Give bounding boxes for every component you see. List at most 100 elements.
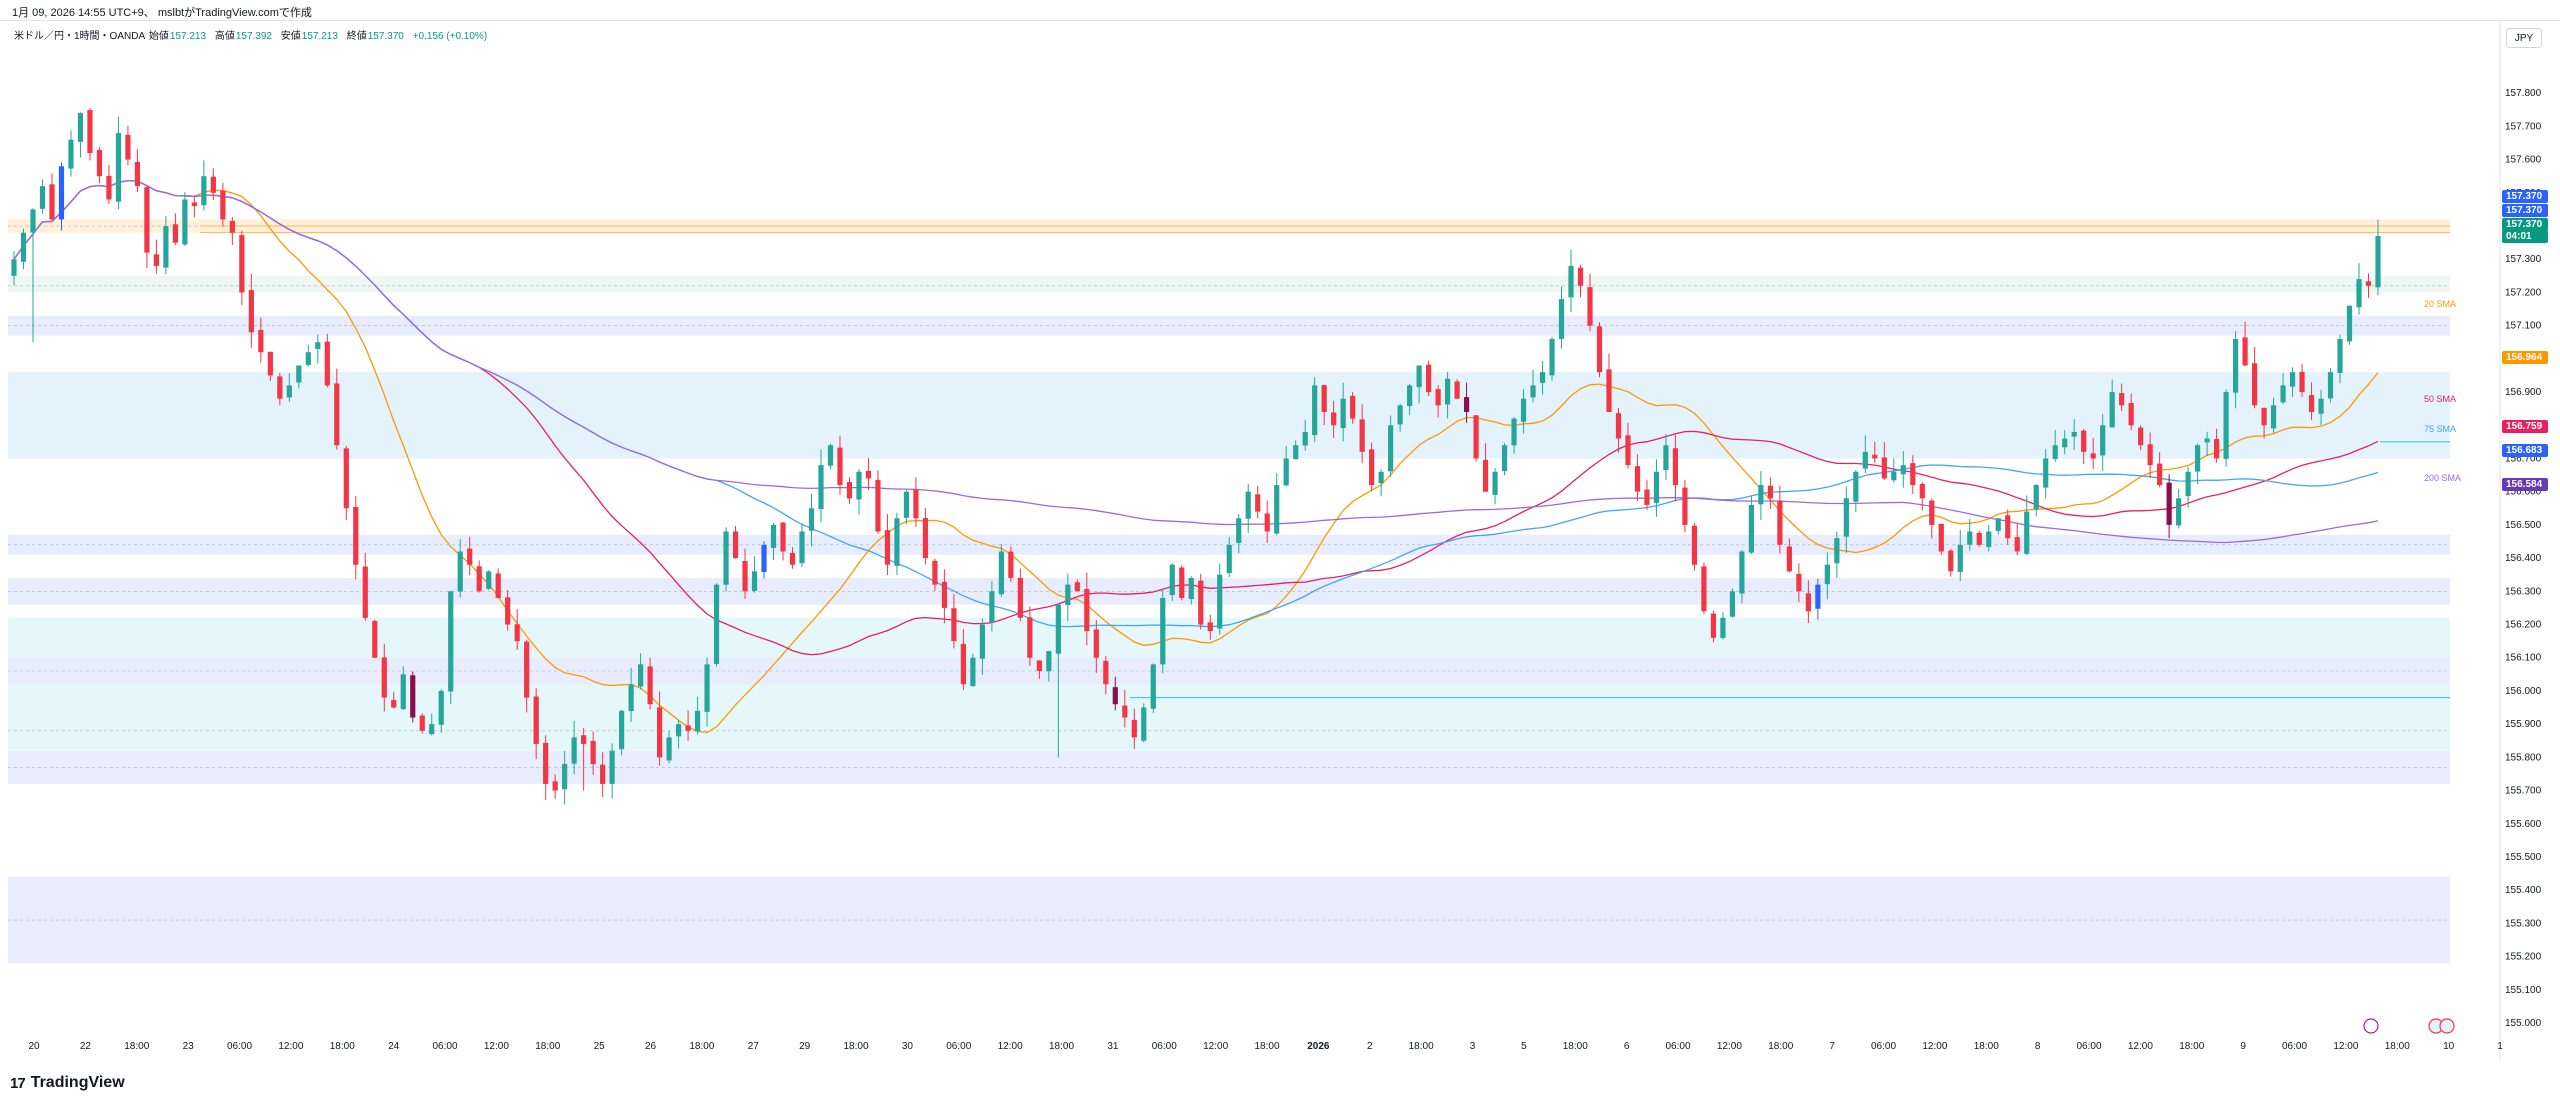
price-tag-text: 156.584 <box>2506 479 2543 490</box>
candle <box>2033 483 2039 517</box>
time-tick-label: 18:00 <box>2179 1041 2204 1052</box>
candle-body <box>191 202 197 207</box>
candle-body <box>1302 431 1308 446</box>
price-tick-label: 155.700 <box>2505 786 2542 797</box>
candle-body <box>1226 544 1232 574</box>
candle-body <box>1416 365 1422 388</box>
zone-band <box>8 275 2450 293</box>
candle <box>1340 382 1346 442</box>
candle <box>2242 321 2248 367</box>
candle <box>751 556 758 593</box>
candle <box>419 713 425 734</box>
candle <box>2356 263 2362 315</box>
candle <box>2327 368 2334 403</box>
price-tag-text: 156.964 <box>2506 352 2543 363</box>
time-tick-label: 30 <box>902 1041 914 1052</box>
price-chart[interactable]: 157.800157.700157.600157.500157.400157.3… <box>0 20 2560 1060</box>
candle-body <box>239 235 245 293</box>
candle <box>1777 485 1783 554</box>
candle-body <box>1634 466 1641 492</box>
tradingview-logo[interactable]: 17 TradingView <box>10 1074 125 1092</box>
candle <box>2299 363 2305 397</box>
candle <box>1710 610 1717 643</box>
candle-body <box>343 448 349 509</box>
price-tick-label: 156.900 <box>2505 387 2542 398</box>
candle <box>1862 435 1868 473</box>
candle-body <box>2043 458 2049 488</box>
candle <box>1264 500 1270 544</box>
time-tick-label: 18:00 <box>1563 1041 1588 1052</box>
candle-body <box>1444 378 1451 405</box>
candle-body <box>1435 389 1441 406</box>
candle-body <box>1188 578 1194 600</box>
candle-body <box>134 161 141 187</box>
candle-body <box>1758 485 1764 505</box>
candle-body <box>1729 591 1736 617</box>
candle <box>1188 576 1194 605</box>
ma-labels-layer: 20 SMA 50 SMA 75 SMA 200 SMA <box>2424 299 2461 483</box>
candle-body <box>1786 546 1792 572</box>
price-tick-label: 155.300 <box>2505 918 2542 929</box>
candle-body <box>1520 398 1527 422</box>
currency-button[interactable]: JPY <box>2506 28 2542 48</box>
price-tick-label: 155.400 <box>2505 885 2542 896</box>
candle <box>1653 459 1660 517</box>
candle-body <box>808 508 815 531</box>
candle <box>391 691 397 709</box>
candle <box>1131 708 1137 750</box>
candle-body <box>30 209 36 233</box>
candle-body <box>1350 395 1356 419</box>
candle-body <box>846 481 853 499</box>
candle-body <box>2261 407 2267 426</box>
candle-body <box>2128 402 2134 426</box>
candle <box>429 713 435 736</box>
candle <box>1169 563 1175 601</box>
candle <box>220 183 226 227</box>
time-tick-label: 12:00 <box>484 1041 509 1052</box>
price-tag-bg <box>2502 444 2548 457</box>
candle <box>1891 458 1897 483</box>
candle <box>1881 442 1887 481</box>
candle <box>780 522 786 561</box>
candle-body <box>2138 427 2144 446</box>
price-tag: 157.370 <box>2502 190 2548 203</box>
candle-body <box>1274 485 1280 534</box>
candle <box>2195 443 2201 485</box>
candle-body <box>334 383 340 446</box>
candle-body <box>1103 660 1109 685</box>
candle-body <box>201 176 207 206</box>
candle <box>2223 389 2229 467</box>
candle-body <box>1653 471 1660 503</box>
candle <box>2005 509 2011 545</box>
price-tag-text: 156.683 <box>2506 445 2543 456</box>
candle <box>2185 466 2191 508</box>
candle <box>1577 264 1584 297</box>
time-tick-label: 12:00 <box>1922 1041 1947 1052</box>
candle-body <box>1492 471 1498 495</box>
candle-body <box>1093 629 1099 658</box>
symbol-label[interactable]: 米ドル／円・1時間・OANDA <box>14 31 146 42</box>
candle <box>2081 429 2087 464</box>
candle-body <box>419 715 425 731</box>
candle-body <box>1160 597 1166 665</box>
candle <box>1482 443 1489 492</box>
candle <box>628 667 634 723</box>
candle <box>1786 538 1792 573</box>
candle <box>1426 360 1432 397</box>
price-axis: 157.800157.700157.600157.500157.400157.3… <box>2499 20 2542 1060</box>
time-tick-label: 3 <box>1470 1041 1476 1052</box>
candle-body <box>1549 338 1555 376</box>
candle <box>1663 433 1669 481</box>
candle <box>1397 403 1403 432</box>
candle-body <box>1283 458 1289 486</box>
price-tag-bg <box>2502 420 2548 433</box>
candle-body <box>713 584 720 664</box>
candle-body <box>457 551 463 592</box>
candle <box>2014 522 2020 556</box>
candle-body <box>1407 385 1413 407</box>
candle <box>1872 441 1878 464</box>
price-tags-layer: 157.370157.370157.37004:01156.964156.759… <box>2502 190 2548 491</box>
candle <box>1492 468 1498 505</box>
candle-body <box>2280 385 2286 403</box>
candle <box>1568 249 1574 313</box>
